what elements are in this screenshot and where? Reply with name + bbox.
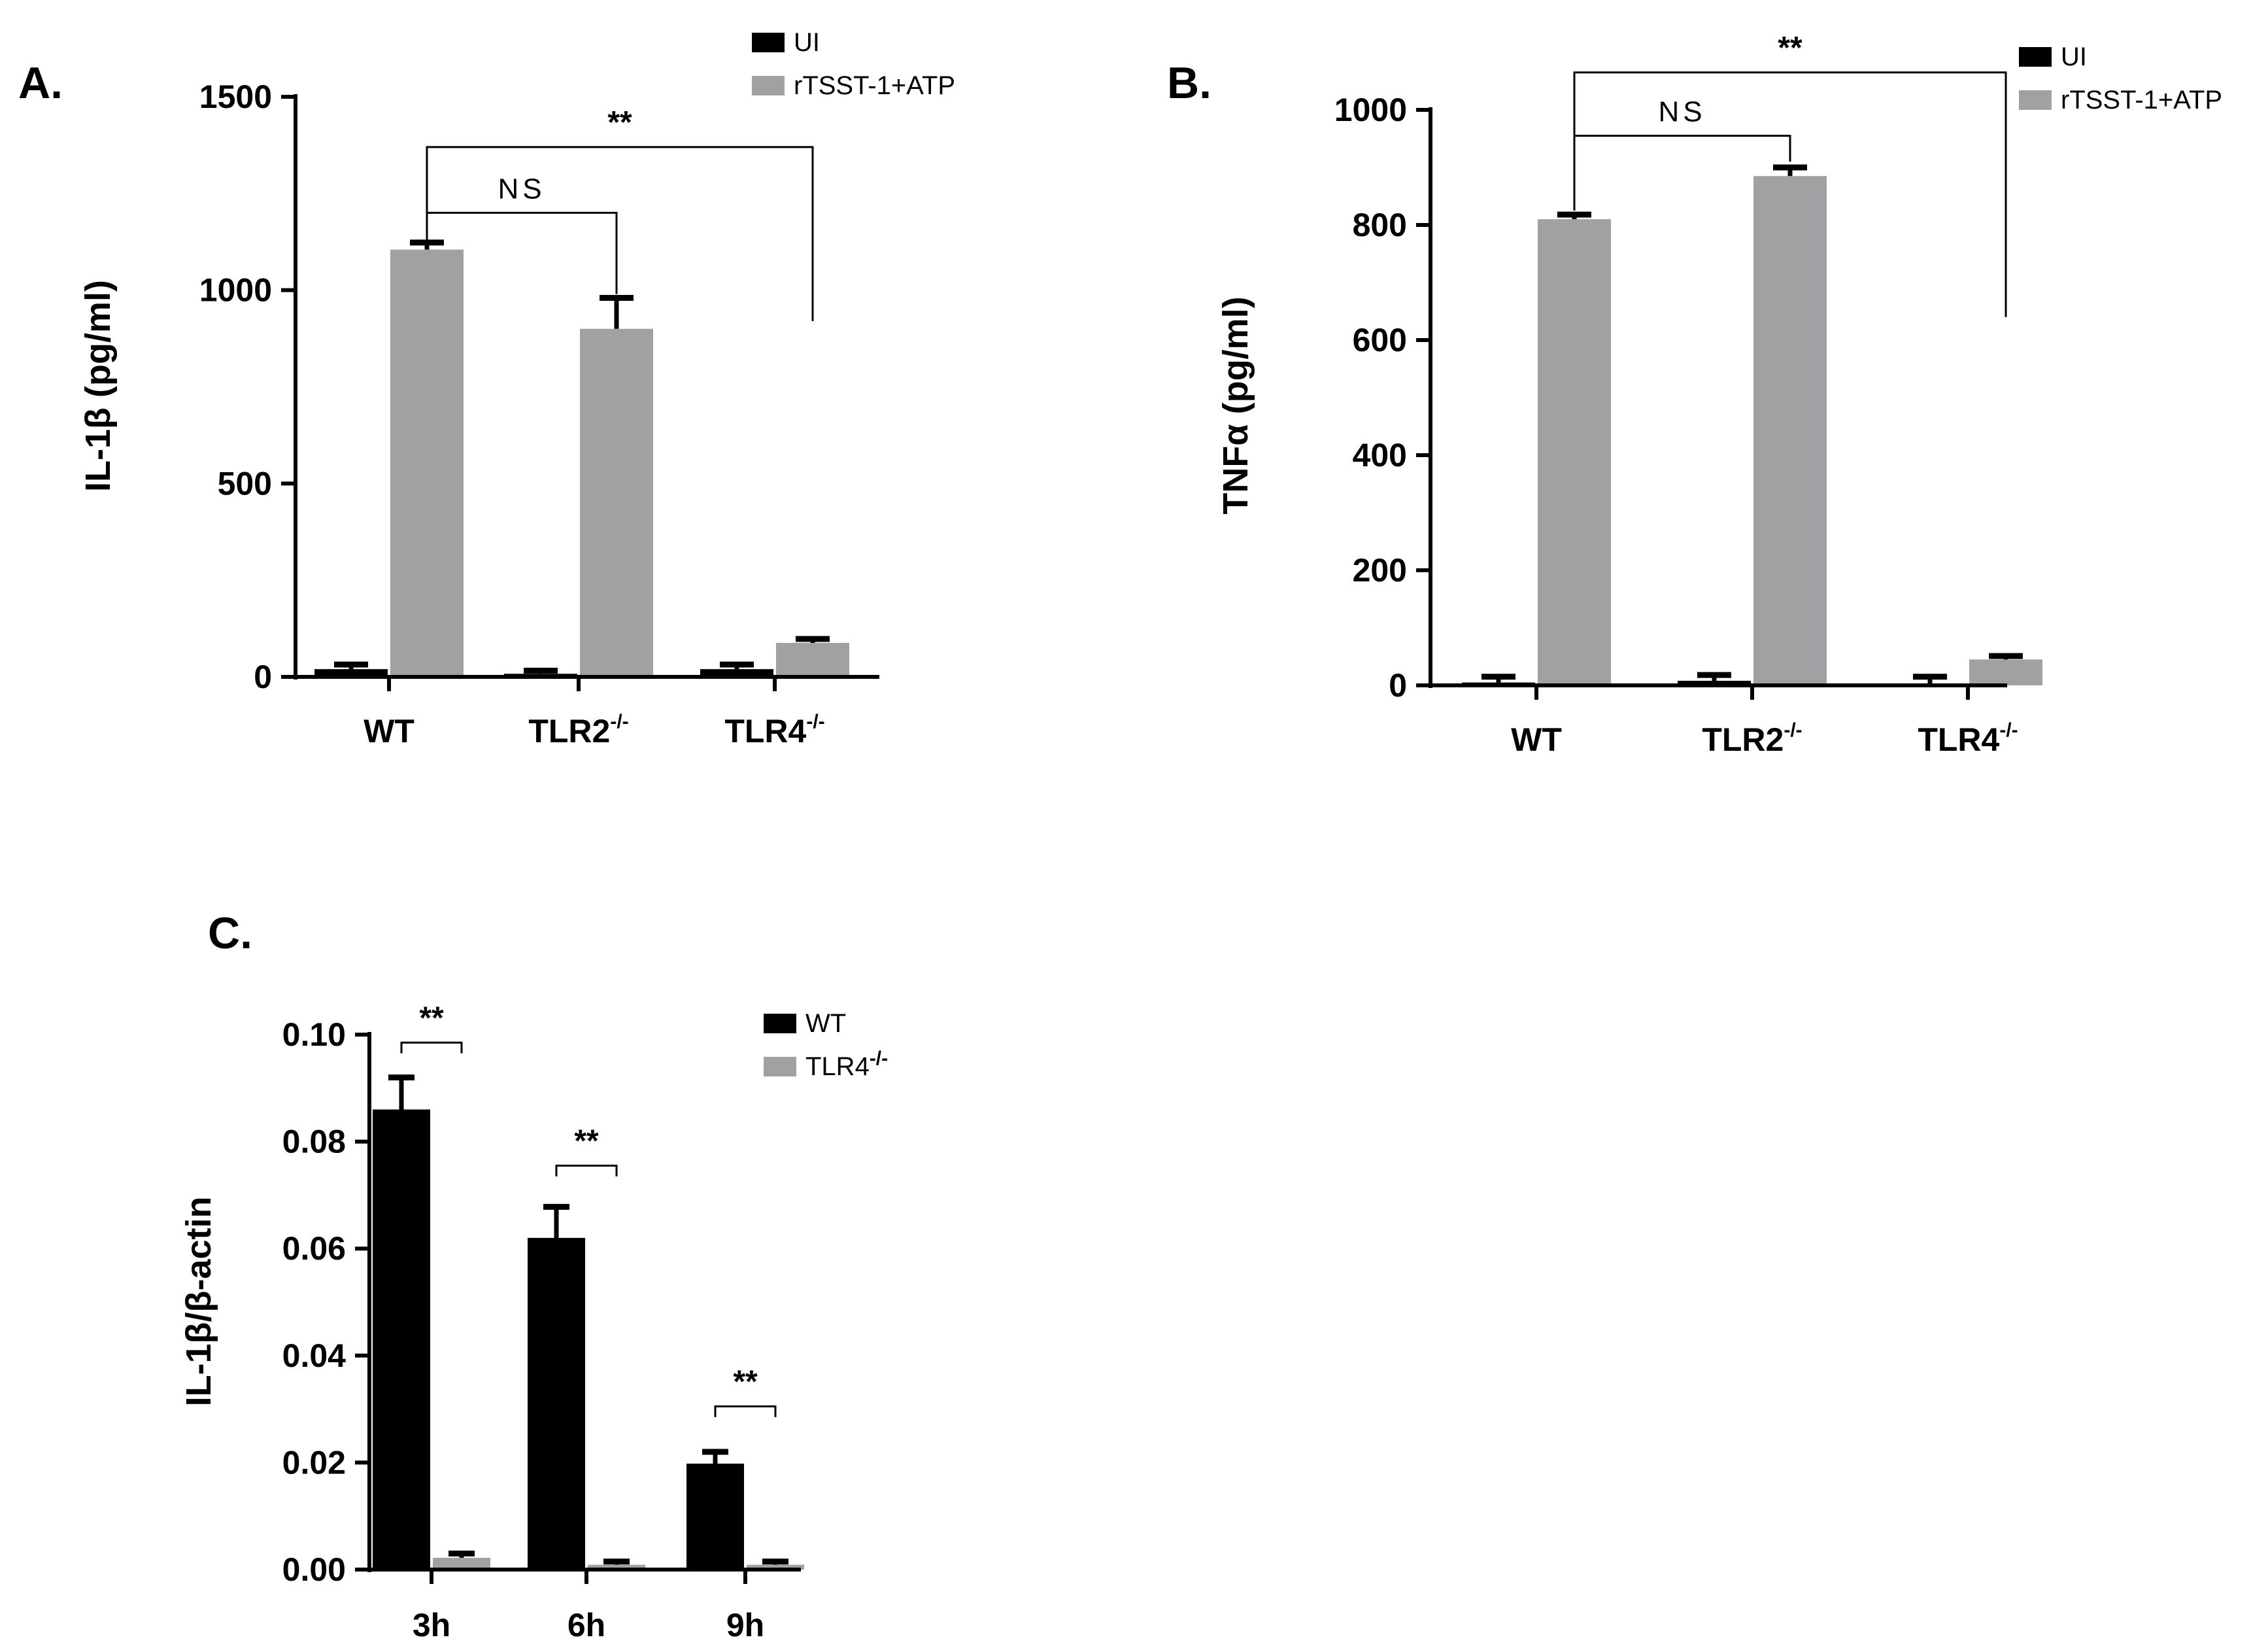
y-axis-label: IL-1β/β-actin [179, 1197, 218, 1407]
legend-swatch [2019, 90, 2052, 110]
bar-series2-group1 [433, 1558, 490, 1570]
x-category-label: 9h [726, 1607, 764, 1643]
significance-label: ** [1778, 31, 1803, 65]
bar-series1-group2 [1678, 680, 1751, 685]
y-axis-label: TNFα (pg/ml) [1216, 296, 1255, 514]
bar-series2-group3 [747, 1564, 804, 1570]
significance-bracket [400, 1041, 463, 1054]
y-tick-label: 0 [1389, 667, 1407, 704]
legend-label: TLR4-/- [805, 1048, 888, 1081]
legend-swatch [2019, 47, 2052, 67]
y-tick-label: 500 [218, 465, 272, 502]
x-category-label: TLR2-/- [1702, 719, 1802, 758]
x-category-label: WT [1511, 721, 1562, 758]
panel-letter: A. [18, 58, 63, 108]
significance-label: NS [1658, 96, 1706, 128]
significance-label: ** [733, 1365, 758, 1400]
legend-label: rTSST-1+ATP [794, 71, 955, 100]
y-tick-label: 800 [1353, 207, 1407, 243]
significance-label: ** [607, 105, 632, 140]
bar-series1-group3 [700, 669, 773, 677]
y-tick-label: 0 [254, 659, 272, 695]
bar-series1-group2 [528, 1237, 585, 1570]
panel-letter: C. [208, 908, 252, 958]
legend-label: UI [2061, 43, 2087, 71]
y-tick-label: 0.04 [282, 1337, 347, 1374]
y-tick-label: 0.08 [282, 1124, 346, 1160]
significance-bracket [714, 1405, 777, 1417]
y-tick-label: 0.10 [282, 1016, 346, 1053]
significance-bracket [555, 1164, 618, 1177]
y-tick-label: 1000 [1334, 92, 1407, 128]
bar-series2-group2 [588, 1564, 645, 1570]
bar-series1-group1 [314, 669, 388, 677]
legend-swatch [752, 76, 785, 95]
y-tick-label: 200 [1353, 552, 1407, 589]
bar-series2-group2 [580, 328, 653, 677]
significance-label: NS [498, 173, 545, 205]
y-tick-label: 1500 [199, 78, 272, 115]
significance-bracket [1573, 71, 2007, 317]
x-category-label: TLR2-/- [528, 711, 628, 749]
legend-swatch [764, 1057, 796, 1076]
panel-b: B. 0 200 400 600 800 1000 WT TLR2-/- TLR4-/- TNFα … [1167, 31, 2222, 758]
significance-bracket [426, 146, 814, 321]
panel-a: A. 0 500 1000 1500 WT TLR2-/- TLR4-/- IL-1β (pg/… [18, 28, 955, 749]
x-category-label: TLR4-/- [1918, 719, 2018, 758]
significance-label: ** [574, 1124, 599, 1158]
y-tick-label: 400 [1353, 437, 1407, 473]
y-tick-label: 600 [1353, 322, 1407, 358]
y-tick-label: 1000 [199, 272, 272, 309]
x-category-label: 6h [567, 1607, 605, 1643]
bar-series2-group3 [776, 642, 849, 677]
bar-series2-group1 [1538, 219, 1611, 685]
bar-series2-group3 [1969, 659, 2042, 685]
legend-label: rTSST-1+ATP [2061, 86, 2222, 114]
x-category-label: WT [364, 713, 415, 749]
y-tick-label: 0.00 [282, 1551, 346, 1588]
panel-c: C. 0.00 0.02 0.04 0.06 0.08 0.10 3h 6h 9h IL-1β/β-… [179, 908, 888, 1643]
y-tick-label: 0.02 [282, 1444, 346, 1481]
y-tick-label: 0.06 [282, 1230, 346, 1267]
bar-series2-group2 [1753, 176, 1827, 685]
x-category-label: TLR4-/- [724, 711, 824, 749]
bar-series2-group1 [390, 249, 464, 677]
bar-series1-group1 [373, 1109, 430, 1570]
significance-label: ** [419, 1001, 444, 1035]
legend-swatch [764, 1014, 796, 1033]
y-axis-label: IL-1β (pg/ml) [78, 280, 118, 492]
bar-series1-group3 [686, 1464, 744, 1570]
legend-swatch [752, 33, 785, 52]
panel-letter: B. [1167, 58, 1211, 108]
legend-label: UI [794, 28, 820, 57]
legend-label: WT [805, 1009, 846, 1038]
x-category-label: 3h [413, 1607, 450, 1643]
